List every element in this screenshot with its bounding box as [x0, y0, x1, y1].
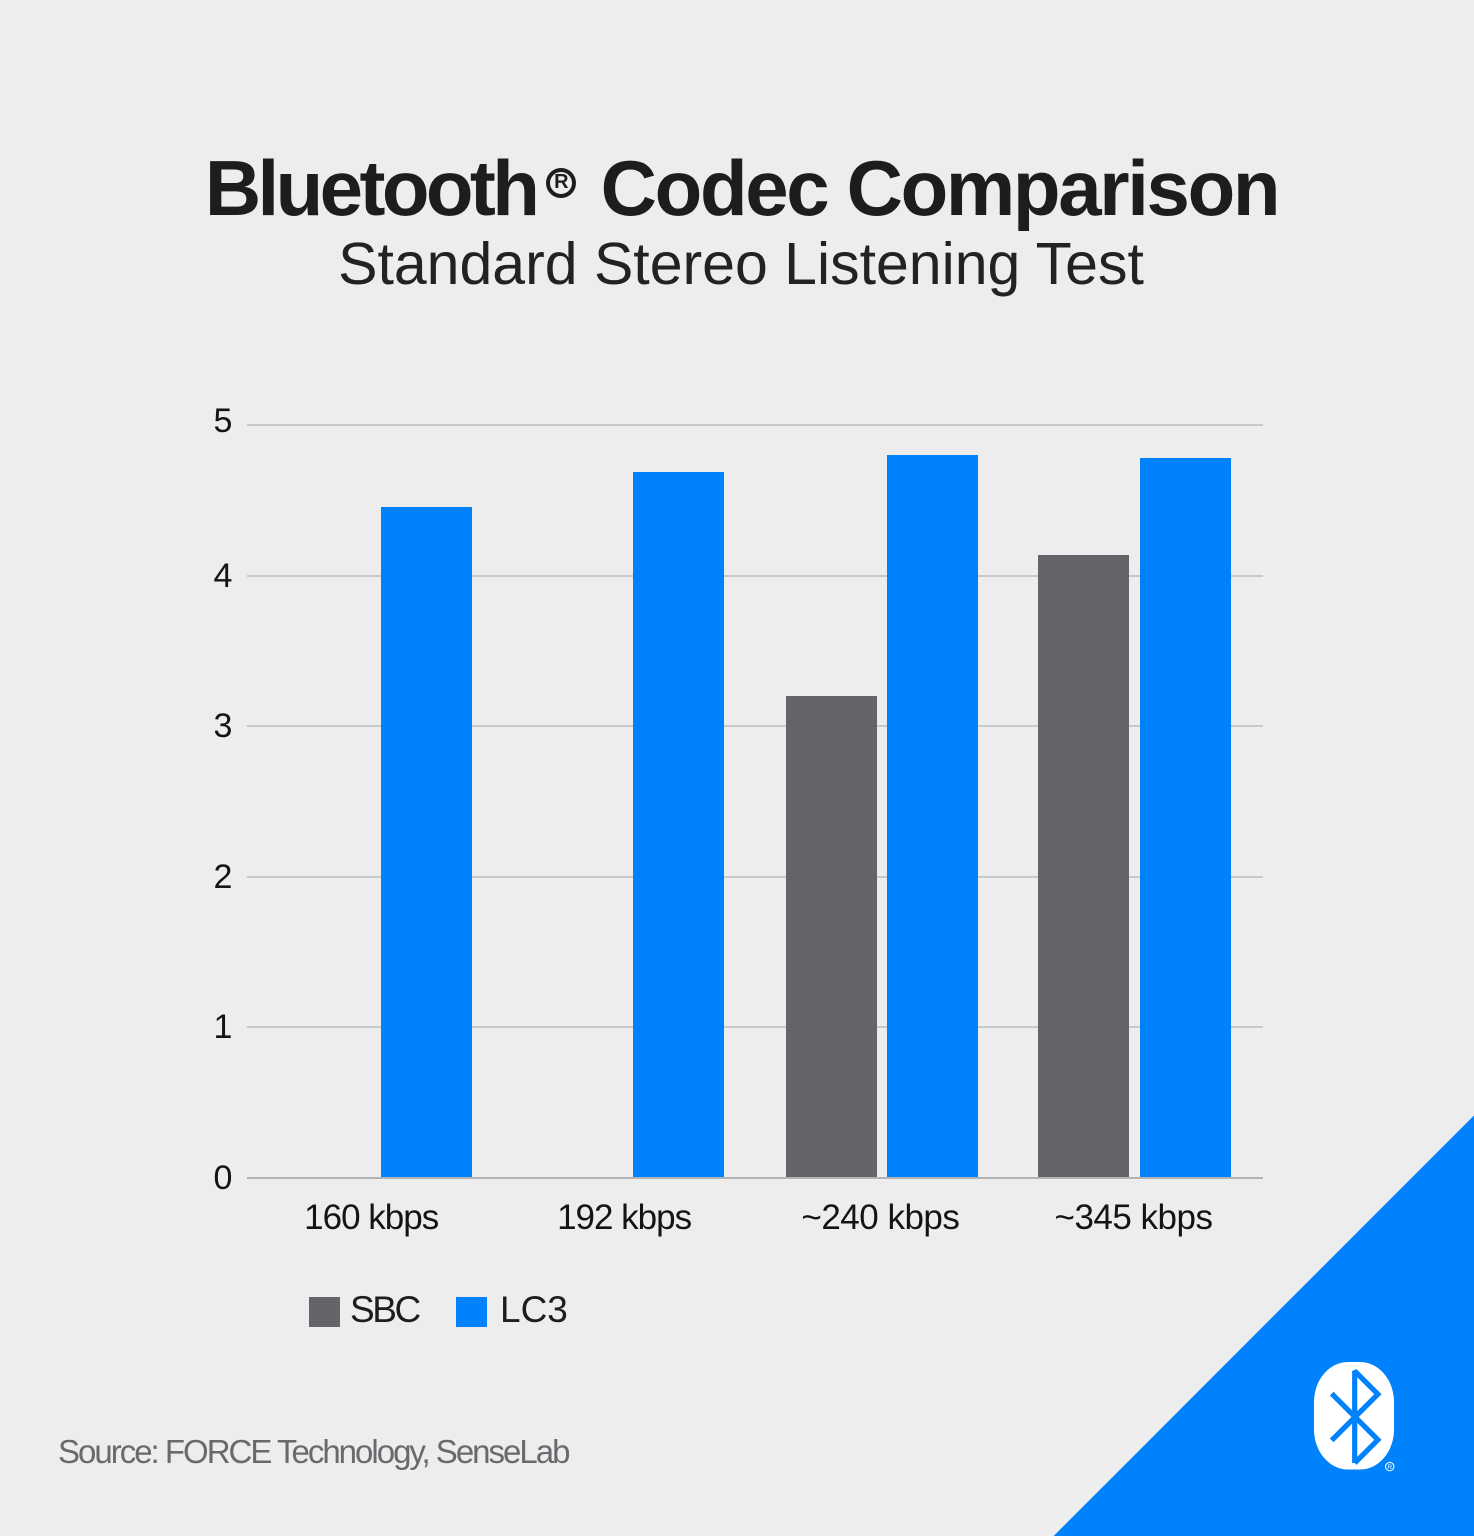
svg-text:R: R [1387, 1464, 1392, 1471]
